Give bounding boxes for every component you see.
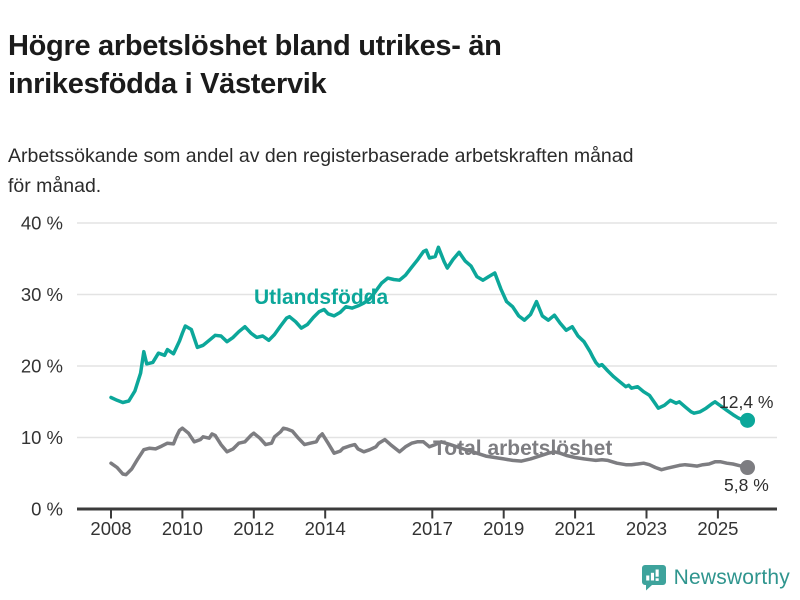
- x-tick-label-2017: 2017: [412, 518, 453, 539]
- y-tick-label-10: 10 %: [21, 427, 63, 448]
- y-tick-label-20: 20 %: [21, 356, 63, 377]
- series-label-total-arbetsloshet: Total arbetslöshet: [433, 437, 613, 460]
- end-value-label-utlandsfodda: 12,4 %: [719, 392, 774, 412]
- page-title-line-2: inrikesfödda i Västervik: [8, 68, 327, 101]
- y-tick-label-30: 30 %: [21, 284, 63, 305]
- series-line-1: [109, 426, 750, 477]
- x-tick-label-2012: 2012: [233, 518, 274, 539]
- series-end-dot-0: [740, 412, 756, 428]
- chart-subtitle-line-2: för månad.: [8, 174, 102, 197]
- chart-subtitle: Arbetssökande som andel av den registerb…: [8, 141, 768, 201]
- series-end-dot-1: [740, 460, 756, 476]
- page-title: Högre arbetslöshet bland utrikes- än inr…: [8, 27, 718, 103]
- newsworthy-icon: [641, 565, 666, 591]
- x-tick-label-2023: 2023: [626, 518, 667, 539]
- x-tick-label-2019: 2019: [483, 518, 524, 539]
- y-tick-label-0: 0 %: [31, 499, 63, 520]
- page-title-line-1: Högre arbetslöshet bland utrikes- än: [8, 30, 502, 63]
- x-tick-label-2008: 2008: [90, 518, 131, 539]
- newsworthy-logo: Newsworthy: [641, 564, 790, 591]
- x-tick-label-2014: 2014: [305, 518, 346, 539]
- series-label-utlandsfodda: Utlandsfödda: [254, 286, 389, 309]
- x-tick-label-2025: 2025: [697, 518, 738, 539]
- x-tick-label-2010: 2010: [162, 518, 203, 539]
- series-line-0: [109, 245, 750, 423]
- y-tick-label-40: 40 %: [21, 213, 63, 234]
- end-value-label-total: 5,8 %: [724, 475, 769, 495]
- chart-subtitle-line-1: Arbetssökande som andel av den registerb…: [8, 144, 634, 167]
- newsworthy-wordmark: Newsworthy: [673, 565, 790, 589]
- x-tick-label-2021: 2021: [555, 518, 596, 539]
